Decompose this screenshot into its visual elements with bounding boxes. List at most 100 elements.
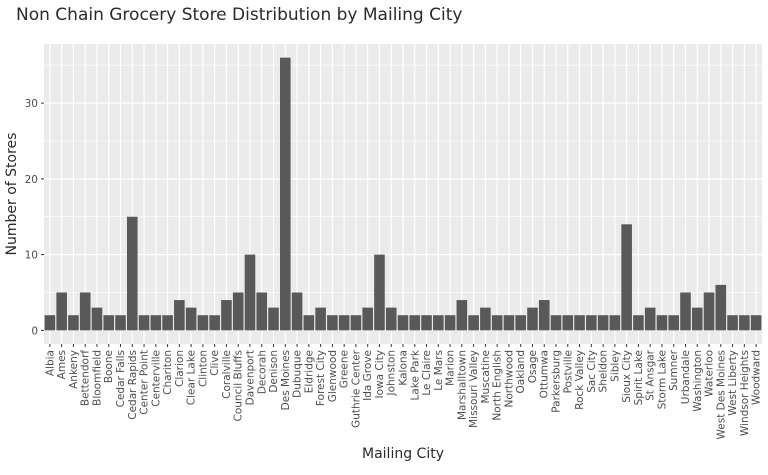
bar-cedar-rapids [126,216,138,331]
x-tick-label: Sioux City [621,350,633,403]
x-tick-label: Clarion [174,350,186,387]
bar-clarion [174,300,185,331]
y-tick-label: 20 [25,174,38,186]
bar-clinton [197,315,209,331]
x-tick-label: Iowa City [374,350,386,398]
bar-st-ansgar [644,307,656,331]
bar-sumner [668,315,680,331]
bar-iowa-city [374,254,385,331]
chart-title: Non Chain Grocery Store Distribution by … [16,5,463,25]
bar-marshalltown [456,300,468,331]
bar-missouri-valley [468,315,479,331]
x-tick-label: Waterloo [704,350,716,397]
bar-cedar-falls [115,315,126,331]
x-tick-label: Boone [103,350,115,383]
bar-clear-lake [185,307,197,331]
bar-lake-park [409,315,421,331]
x-tick-label: Cedar Rapids [127,350,139,420]
bar-ottumwa [538,300,550,331]
x-tick-label: Marion [445,350,457,386]
x-tick-label: Spirit Lake [633,350,645,405]
bar-glenwood [327,315,338,331]
y-axis-title: Number of Stores [4,133,20,256]
x-tick-label: Sheldon [598,350,610,392]
x-tick-label: Des Moines [280,350,292,410]
bar-spirit-lake [633,315,644,331]
x-tick-label: Greene [339,350,351,388]
bar-davenport [244,254,256,331]
x-tick-label: Oakland [515,350,527,393]
y-tick-label: 10 [25,250,38,262]
bar-ames [56,292,67,331]
x-tick-label: Ottumwa [539,350,551,398]
bar-albia [44,315,56,331]
bar-boone [103,315,115,331]
bar-coralville [221,300,232,331]
bar-centerville [150,315,162,331]
x-tick-label: Ida Grove [362,350,374,401]
x-tick-label: Albia [44,350,56,376]
bar-ankeny [68,315,79,331]
x-tick-label: Le Claire [421,350,433,396]
bar-waterloo [703,292,715,331]
x-tick-label: Missouri Valley [468,350,480,428]
bar-sioux-city [621,224,632,331]
x-tick-label: Bettendorf [80,350,92,406]
bar-decorah [256,292,268,331]
x-tick-label: Centerville [150,350,162,407]
x-tick-label: North English [492,350,504,421]
bar-west-des-moines [715,284,727,331]
bar-oakland [515,315,527,331]
bars [44,57,762,331]
bar-storm-lake [656,315,668,331]
x-tick-label: Sibley [609,350,621,382]
x-tick-label: Postville [562,350,574,393]
y-tick-label: 0 [31,325,38,337]
bar-northwood [503,315,515,331]
x-tick-label: Davenport [244,350,256,405]
x-tick-label: West Des Moines [715,350,727,440]
x-tick-label: Cedar Falls [115,350,127,407]
bar-forest-city [315,307,326,331]
bar-muscatine [480,307,491,331]
x-tick-label: Clear Lake [186,350,198,405]
x-tick-label: Kalona [398,350,410,386]
bar-sheldon [597,315,609,331]
bar-woodward [750,315,762,331]
bar-des-moines [279,57,291,331]
x-axis-title: Mailing City [362,446,444,462]
x-tick-label: Woodward [751,350,763,405]
bar-le-mars [433,315,444,331]
bar-bettendorf [79,292,91,331]
x-tick-label: Bloomfield [91,350,103,406]
bar-osage [527,307,538,331]
x-tick-label: Le Mars [433,350,445,391]
x-tick-label: Clinton [197,350,209,387]
x-tick-label: Coralville [221,350,233,399]
bar-postville [562,315,574,331]
bar-washington [691,307,703,331]
x-tick-label: Northwood [503,350,515,407]
y-tick-label: 30 [25,98,38,110]
bar-council-bluffs [232,292,244,331]
x-tick-label: Clive [209,350,221,376]
bar-ida-grove [362,307,373,331]
x-tick-label: West Liberty [727,350,739,416]
bar-eldridge [303,315,315,331]
x-tick-label: Sumner [668,349,680,391]
bar-marion [444,315,456,331]
x-tick-label: Muscatine [480,350,492,404]
bar-windsor-heights [739,315,750,331]
x-tick-label: Dubuque [292,350,304,398]
bar-clive [209,315,220,331]
x-tick-label: Center Point [139,350,151,415]
bar-parkersburg [550,315,562,331]
bar-north-english [491,315,503,331]
x-axis-ticks: Albia Ames Ankeny Bettendorf Bloomfield Boone… [44,344,763,440]
x-tick-label: Osage [527,350,539,383]
gridlines [44,44,762,344]
x-tick-label: Johnston [386,350,398,397]
x-tick-label: Decorah [256,350,268,394]
x-tick-label: Guthrie Center [350,349,362,428]
